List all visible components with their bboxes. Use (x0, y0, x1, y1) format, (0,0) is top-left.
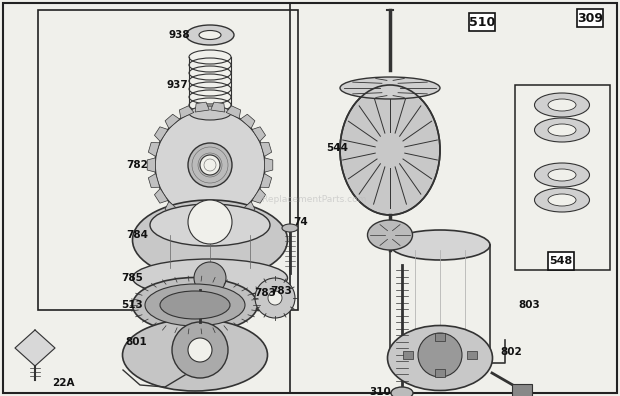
Ellipse shape (123, 319, 267, 391)
Ellipse shape (133, 259, 288, 297)
Bar (38, 10, 298, 310)
Polygon shape (260, 173, 272, 188)
Text: 783: 783 (270, 286, 292, 296)
Bar (290, 3, 617, 393)
Bar (577, 9, 603, 27)
Text: 937: 937 (166, 80, 188, 90)
Ellipse shape (133, 278, 257, 333)
Polygon shape (265, 158, 273, 172)
Polygon shape (148, 173, 160, 188)
Bar (515, 85, 610, 270)
Circle shape (200, 155, 220, 175)
Polygon shape (179, 106, 194, 118)
Ellipse shape (534, 93, 590, 117)
Bar (548, 252, 574, 270)
Polygon shape (154, 127, 168, 141)
Polygon shape (165, 202, 180, 216)
Text: 310: 310 (369, 387, 391, 396)
Text: 544: 544 (326, 143, 348, 153)
Text: 510: 510 (469, 15, 495, 29)
Text: 803: 803 (518, 300, 540, 310)
Polygon shape (154, 188, 168, 203)
Text: 548: 548 (549, 256, 573, 266)
Text: 783: 783 (254, 288, 276, 298)
Ellipse shape (534, 163, 590, 187)
Polygon shape (195, 218, 210, 228)
Circle shape (155, 110, 265, 220)
Polygon shape (226, 211, 241, 224)
Ellipse shape (368, 220, 412, 250)
Polygon shape (148, 143, 160, 156)
Text: 782: 782 (126, 160, 148, 170)
Ellipse shape (160, 291, 230, 319)
Ellipse shape (534, 118, 590, 142)
Circle shape (188, 143, 232, 187)
Polygon shape (211, 218, 225, 228)
Ellipse shape (391, 387, 413, 396)
Ellipse shape (548, 194, 576, 206)
Circle shape (188, 338, 212, 362)
Polygon shape (241, 114, 255, 128)
Bar (467, 351, 477, 359)
Ellipse shape (186, 25, 234, 45)
Text: 309: 309 (577, 11, 603, 25)
Polygon shape (252, 127, 265, 141)
Circle shape (172, 322, 228, 378)
Circle shape (188, 200, 232, 244)
Polygon shape (260, 143, 272, 156)
Circle shape (268, 291, 282, 305)
Ellipse shape (340, 85, 440, 215)
Ellipse shape (548, 169, 576, 181)
Ellipse shape (340, 77, 440, 99)
Ellipse shape (133, 200, 288, 280)
Ellipse shape (548, 99, 576, 111)
Ellipse shape (282, 224, 298, 232)
Polygon shape (226, 106, 241, 118)
Text: 513: 513 (122, 300, 143, 310)
Bar (403, 351, 413, 359)
Polygon shape (195, 102, 210, 112)
Ellipse shape (548, 124, 576, 136)
Polygon shape (241, 202, 255, 216)
Text: 74: 74 (293, 217, 308, 227)
Text: ©ReplacementParts.com: ©ReplacementParts.com (254, 196, 366, 204)
Text: 938: 938 (169, 30, 190, 40)
Polygon shape (165, 114, 180, 128)
Ellipse shape (199, 30, 221, 40)
Text: 801: 801 (125, 337, 147, 347)
Polygon shape (252, 188, 265, 203)
Bar (435, 369, 445, 377)
Ellipse shape (145, 284, 245, 326)
Ellipse shape (150, 204, 270, 246)
Polygon shape (179, 211, 194, 224)
Polygon shape (211, 102, 225, 112)
Ellipse shape (390, 230, 490, 260)
Bar (435, 333, 445, 341)
Text: 784: 784 (126, 230, 148, 240)
Circle shape (418, 333, 462, 377)
Circle shape (255, 278, 295, 318)
Ellipse shape (189, 106, 231, 120)
Text: 802: 802 (500, 347, 522, 357)
Bar (512, 384, 532, 396)
Circle shape (194, 262, 226, 294)
Ellipse shape (388, 326, 492, 390)
Text: 785: 785 (121, 273, 143, 283)
Polygon shape (15, 330, 55, 366)
Polygon shape (147, 158, 156, 172)
Text: 22A: 22A (52, 378, 74, 388)
Ellipse shape (534, 188, 590, 212)
Bar (469, 13, 495, 31)
